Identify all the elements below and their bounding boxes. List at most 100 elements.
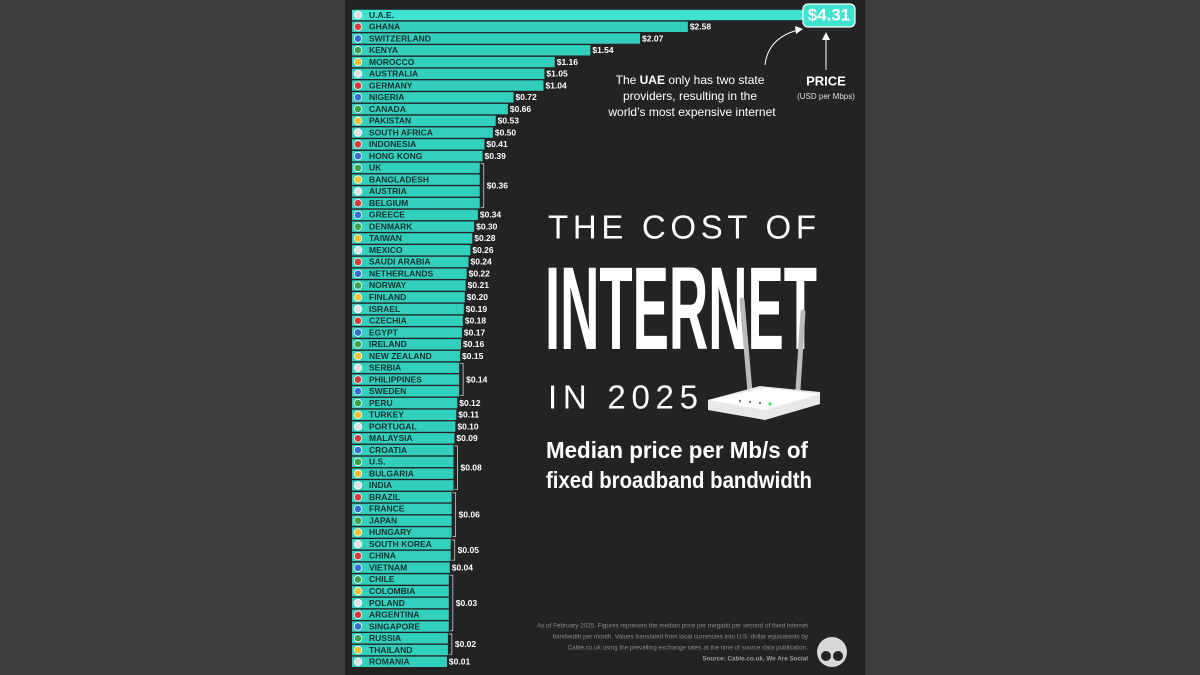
flag xyxy=(353,257,363,267)
value-label: $0.21 xyxy=(468,280,490,290)
bar xyxy=(352,586,449,597)
country-label: TURKEY xyxy=(369,410,404,420)
country-label: MALAYSIA xyxy=(369,433,413,443)
country-label: SINGAPORE xyxy=(369,621,420,631)
flag xyxy=(353,563,363,572)
bar xyxy=(352,186,480,197)
flag xyxy=(353,575,363,584)
bar xyxy=(352,339,461,350)
flag xyxy=(353,316,363,325)
bar xyxy=(352,621,449,632)
country-label: KENYA xyxy=(369,45,398,55)
group-bracket xyxy=(449,574,454,632)
flag xyxy=(353,375,363,384)
country-label: EGYPT xyxy=(369,327,399,337)
value-label: $0.05 xyxy=(458,545,480,555)
country-label: ISRAEL xyxy=(369,304,400,314)
country-label: COLOMBIA xyxy=(369,586,415,596)
flag xyxy=(353,46,363,55)
value-label: $0.09 xyxy=(456,433,478,443)
flag xyxy=(353,187,363,196)
country-label: SOUTH AFRICA xyxy=(369,127,433,137)
value-label: $0.11 xyxy=(458,410,479,420)
flag xyxy=(353,269,363,278)
flag xyxy=(353,363,363,372)
flag xyxy=(353,22,363,31)
group-bracket xyxy=(448,633,453,655)
bar xyxy=(352,409,457,421)
annotation: providers, resulting in the xyxy=(623,89,757,103)
country-label: ROMANIA xyxy=(369,657,410,667)
value-label: $1.05 xyxy=(546,69,568,79)
annotation: world’s most expensive internet xyxy=(607,105,776,119)
flag xyxy=(353,622,363,631)
bar xyxy=(352,21,688,32)
subtitle: Median price per Mb/s of xyxy=(546,437,808,463)
flag xyxy=(353,410,363,420)
bar xyxy=(352,491,452,503)
bar xyxy=(352,174,480,185)
flag xyxy=(353,551,363,561)
value-label: $0.10 xyxy=(457,421,479,431)
bar xyxy=(352,280,466,291)
flag xyxy=(353,140,363,149)
country-label: RUSSIA xyxy=(369,633,401,643)
flag xyxy=(353,81,363,90)
flag xyxy=(353,481,363,490)
value-label: $0.72 xyxy=(515,92,537,102)
country-label: CHINA xyxy=(369,551,396,561)
value-label: $0.26 xyxy=(472,245,494,255)
value-label: $0.03 xyxy=(456,598,478,608)
bar xyxy=(352,103,508,115)
bar xyxy=(352,550,451,562)
bar xyxy=(352,597,449,609)
flag xyxy=(353,222,363,231)
bar xyxy=(352,80,544,91)
title-main: INTERNET xyxy=(545,243,817,375)
flag xyxy=(353,504,363,514)
group-bracket xyxy=(452,492,457,538)
axis-label: PRICE xyxy=(806,73,846,88)
flag xyxy=(353,128,363,137)
value-label: $0.34 xyxy=(480,210,502,220)
flag xyxy=(353,528,363,537)
flag xyxy=(353,69,363,78)
country-label: ARGENTINA xyxy=(369,610,420,620)
country-label: JAPAN xyxy=(369,515,397,525)
router-icon xyxy=(708,297,820,420)
bar xyxy=(352,127,493,138)
bar xyxy=(352,245,471,256)
country-label: CHILE xyxy=(369,574,395,584)
country-label: HONG KONG xyxy=(369,151,423,161)
flag xyxy=(353,516,363,525)
bar xyxy=(352,162,480,174)
value-label: $0.22 xyxy=(469,268,491,278)
country-label: BANGLADESH xyxy=(369,174,429,184)
flag xyxy=(353,398,363,408)
country-label: GHANA xyxy=(369,22,400,32)
country-label: BELGIUM xyxy=(369,198,408,208)
country-label: SAUDI ARABIA xyxy=(369,257,431,267)
bar xyxy=(352,644,448,656)
flag xyxy=(353,340,363,349)
axis-unit: (USD per Mbps) xyxy=(797,92,855,101)
value-label: $0.19 xyxy=(466,304,488,314)
value-label: $0.28 xyxy=(474,233,496,243)
logo xyxy=(817,637,847,667)
value-label: $0.06 xyxy=(459,510,481,520)
country-label: PORTUGAL xyxy=(369,421,417,431)
bar xyxy=(352,303,464,315)
title-line: THE COST OF xyxy=(548,209,816,246)
flag xyxy=(353,469,363,478)
country-label: CANADA xyxy=(369,104,406,114)
country-label: NEW ZEALAND xyxy=(369,351,432,361)
country-label: DENMARK xyxy=(369,221,413,231)
value-label: $0.17 xyxy=(464,327,486,337)
country-label: GERMANY xyxy=(369,80,413,90)
country-label: CZECHIA xyxy=(369,316,407,326)
country-label: NORWAY xyxy=(369,280,407,290)
country-label: NIGERIA xyxy=(369,92,404,102)
country-label: HUNGARY xyxy=(369,527,412,537)
country-label: BULGARIA xyxy=(369,468,414,478)
flag xyxy=(353,34,363,43)
